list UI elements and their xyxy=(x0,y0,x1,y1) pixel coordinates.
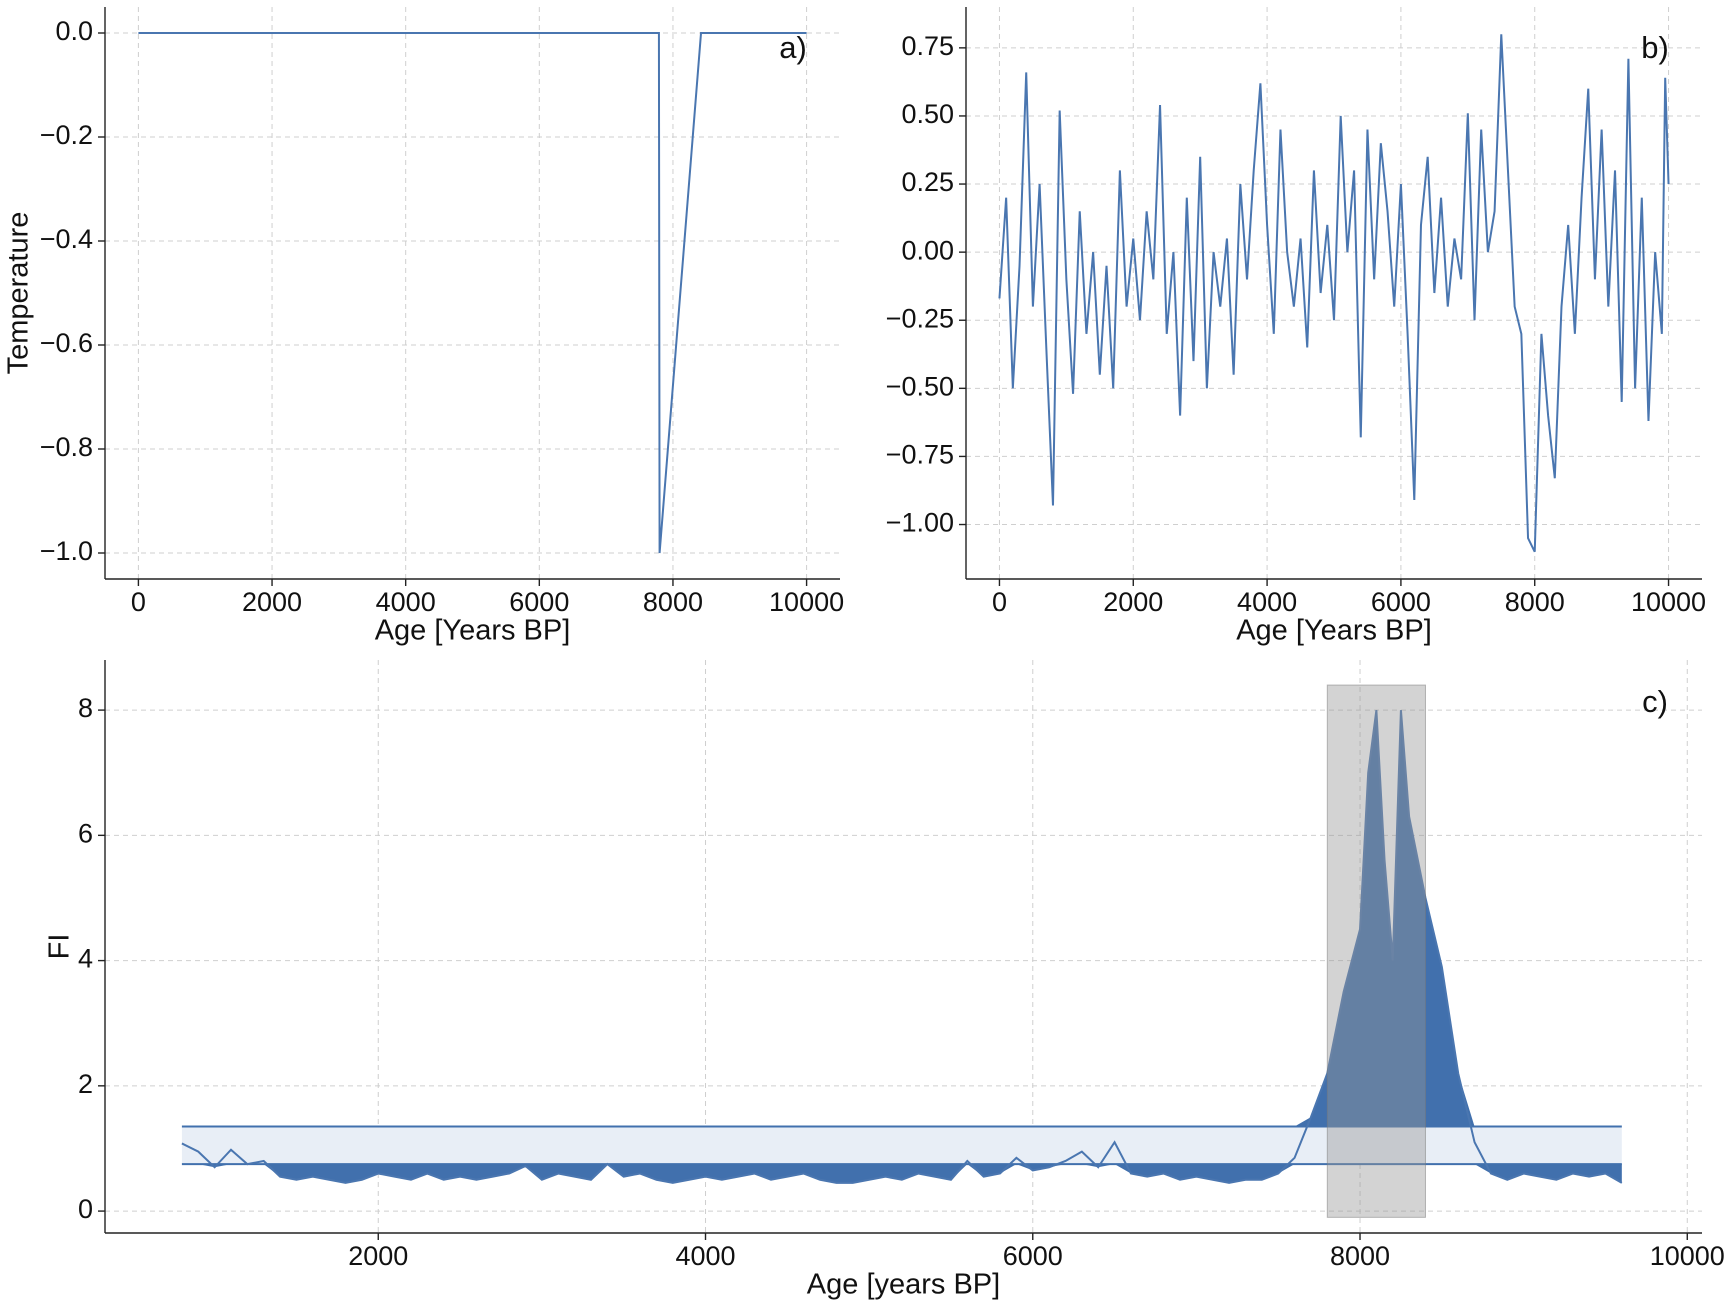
x-tick-label: 10000 xyxy=(1650,1241,1725,1271)
panel-label: c) xyxy=(1642,684,1668,719)
y-tick-label: −0.4 xyxy=(40,224,93,254)
y-tick-label: −0.75 xyxy=(886,440,954,470)
x-tick-label: 8000 xyxy=(1505,587,1565,617)
y-tick-label: 0.50 xyxy=(901,99,954,129)
data-line xyxy=(998,34,1670,553)
y-tick-label: 0.00 xyxy=(901,235,954,265)
x-tick-label: 4000 xyxy=(376,587,436,617)
y-tick-label: 8 xyxy=(78,693,93,723)
y-tick-label: 0.0 xyxy=(55,16,93,46)
y-tick-label: 2 xyxy=(78,1069,93,1099)
x-tick-label: 8000 xyxy=(1330,1241,1390,1271)
x-tick-label: 8000 xyxy=(643,587,703,617)
x-tick-label: 4000 xyxy=(1237,587,1297,617)
y-axis-label: Temperature xyxy=(3,212,35,375)
threshold-band xyxy=(181,1126,1622,1165)
panel-label: b) xyxy=(1641,30,1669,65)
x-axis-label: Age [years BP] xyxy=(807,1269,1000,1301)
y-tick-label: 4 xyxy=(78,944,93,974)
x-tick-label: 4000 xyxy=(675,1241,735,1271)
y-tick-label: −0.25 xyxy=(886,303,954,333)
y-tick-label: 0.25 xyxy=(901,167,954,197)
y-tick-label: 0.75 xyxy=(901,31,954,61)
x-tick-label: 0 xyxy=(992,587,1007,617)
y-tick-label: −0.50 xyxy=(886,371,954,401)
data-line xyxy=(138,32,807,554)
x-tick-label: 6000 xyxy=(1003,1241,1063,1271)
y-tick-label: −0.2 xyxy=(40,120,93,150)
y-tick-label: −0.8 xyxy=(40,432,93,462)
y-axis-label: FI xyxy=(44,934,76,960)
y-tick-label: −1.00 xyxy=(886,508,954,538)
highlight-region xyxy=(1326,684,1426,1218)
x-tick-label: 10000 xyxy=(769,587,844,617)
below-threshold-fill xyxy=(181,1164,1622,1183)
y-tick-label: −0.6 xyxy=(40,328,93,358)
x-tick-label: 10000 xyxy=(1631,587,1706,617)
x-tick-label: 6000 xyxy=(509,587,569,617)
x-tick-label: 0 xyxy=(131,587,146,617)
x-tick-label: 6000 xyxy=(1371,587,1431,617)
x-tick-label: 2000 xyxy=(1103,587,1163,617)
panel-label: a) xyxy=(779,30,807,65)
y-tick-label: −1.0 xyxy=(40,536,93,566)
x-tick-label: 2000 xyxy=(348,1241,408,1271)
data-line xyxy=(181,709,1623,1184)
x-axis-label: Age [Years BP] xyxy=(1236,615,1432,647)
x-tick-label: 2000 xyxy=(242,587,302,617)
x-axis-label: Age [Years BP] xyxy=(375,615,571,647)
y-tick-label: 6 xyxy=(78,818,93,848)
y-tick-label: 0 xyxy=(78,1194,93,1224)
